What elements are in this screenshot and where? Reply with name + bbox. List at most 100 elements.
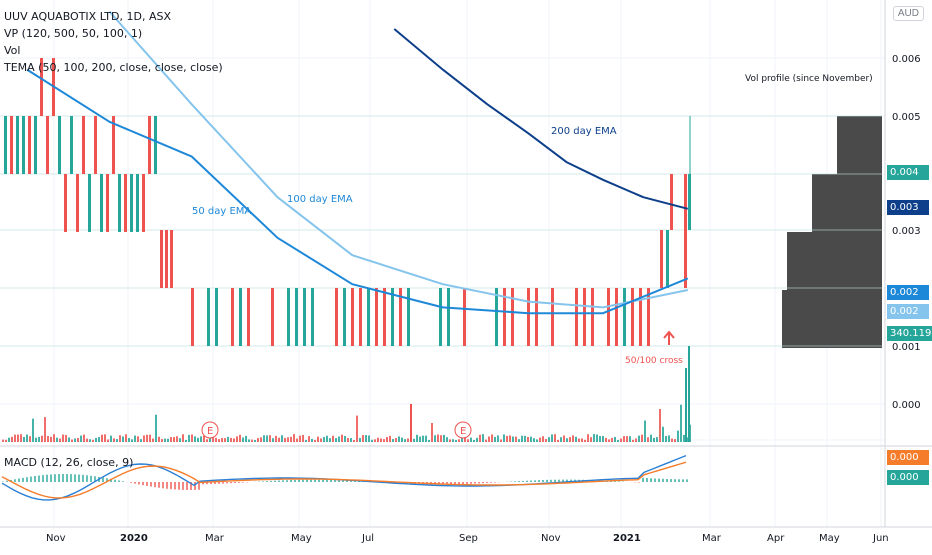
volume-bar [503,434,505,442]
volume-bar [245,436,247,442]
volume-profile-bar [837,116,882,174]
x-tick-label: Apr [767,533,785,544]
volume-bar [539,438,541,442]
macd-hist-bar [262,481,264,482]
volume-bar [536,439,538,442]
volume-bar [623,436,625,442]
price-bar [375,288,378,346]
volume-bar [680,405,682,442]
price-bar [607,288,610,346]
volume-bar [176,436,178,442]
macd-hist-bar [170,482,172,489]
chart-legend: UUV AQUABOTIX LTD, 1D, ASX VP (120, 500,… [4,8,223,76]
volume-bar [140,439,142,442]
macd-hist-bar [494,482,496,483]
price-bar [88,174,91,232]
price-bar [100,174,103,232]
macd-hist-bar [146,482,148,486]
volume-bar [482,434,484,442]
macd-hist-bar [38,475,40,482]
volume-bar [17,435,19,442]
volume-bar [44,417,46,442]
volume-bar [152,439,154,442]
volume-bar [608,439,610,442]
macd-hist-bar [14,479,16,482]
volume-bar [560,437,562,442]
volume-bar [572,435,574,442]
earnings-marker-text: E [207,426,213,437]
price-bar [124,174,127,232]
volume-bar [614,437,616,442]
macd-hist-bar [326,480,328,482]
volume-bar [425,436,427,442]
volume-bar [554,434,556,442]
macd-legend[interactable]: MACD (12, 26, close, 9) [4,456,133,469]
volume-profile-bar [787,232,882,290]
volume-bar [26,435,28,442]
volume-bar [353,440,355,442]
volume-bar [209,438,211,442]
x-tick-label: May [819,533,840,544]
price-bar [575,288,578,346]
price-bar [46,116,49,174]
volume-bar [269,435,271,442]
price-bar [583,288,586,346]
price-bar [631,288,634,346]
macd-hist-bar [30,477,32,482]
macd-hist-bar [122,481,124,482]
volume-bar [86,439,88,442]
volume-bar [515,437,517,442]
volume-bar [437,434,439,442]
indicator-tema[interactable]: TEMA (50, 100, 200, close, close, close) [4,59,223,76]
macd-hist-bar [470,482,472,484]
price-bar [22,116,25,174]
macd-hist-bar [178,482,180,490]
macd-hist-bar [158,482,160,488]
volume-bar [524,436,526,442]
macd-hist-bar [166,482,168,489]
indicator-vol[interactable]: Vol [4,42,223,59]
macd-hist-bar [618,481,620,482]
volume-bar [68,437,70,442]
volume-bar [380,438,382,442]
macd-hist-bar [186,482,188,490]
volume-bar [404,439,406,442]
volume-bar [272,438,274,442]
volume-bar [239,435,241,442]
price-bar [94,116,97,174]
macd-hist-bar [546,480,548,482]
price-bar [4,116,7,174]
volume-bar [578,439,580,442]
price-bar [335,288,338,346]
currency-button[interactable]: AUD [893,6,924,21]
macd-hist-bar [638,482,640,483]
volume-bar [365,435,367,442]
y-tick-label: 0.001 [892,342,921,353]
volume-bar [11,437,13,442]
volume-bar [104,434,106,442]
volume-bar [221,438,223,442]
volume-bar [182,434,184,442]
volume-bar [362,435,364,442]
volume-bar [359,438,361,442]
macd-hist-bar [330,480,332,482]
volume-bar [296,439,298,442]
volume-bar [581,438,583,442]
chart-title[interactable]: UUV AQUABOTIX LTD, 1D, ASX [4,8,223,25]
macd-hist-bar [6,481,8,482]
volume-bar [611,438,613,442]
price-bar [247,288,250,346]
volume-bar [23,437,25,442]
price-bar [64,174,67,232]
macd-hist-bar [662,479,664,482]
price-bar [311,288,314,346]
volume-bar [275,436,277,442]
macd-hist-bar [74,474,76,482]
x-tick-label: Nov [46,533,66,544]
volume-bar [551,434,553,442]
volume-bar [284,438,286,442]
indicator-vp[interactable]: VP (120, 500, 50, 100, 1) [4,25,223,42]
volume-bar [656,437,658,442]
